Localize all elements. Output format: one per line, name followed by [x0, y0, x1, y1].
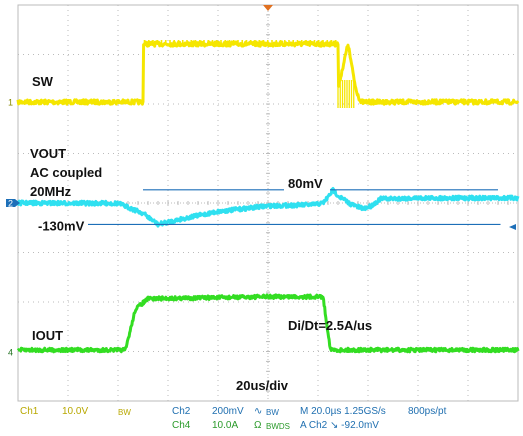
traces	[16, 40, 520, 354]
ch1-scale: 10.0V	[62, 406, 89, 417]
overshoot-annotation: 80mV	[288, 176, 323, 191]
ch2-name: Ch2	[172, 406, 191, 417]
trace-sw	[16, 40, 520, 106]
channel-1-marker-label: 1	[8, 98, 13, 108]
ch1-name: Ch1	[20, 406, 39, 417]
undershoot-annotation: -130mV	[38, 218, 85, 233]
vout-label: VOUT	[30, 146, 66, 161]
trigger-setting: A Ch2 ↘ -92.0mV	[300, 420, 379, 431]
ch2-scale: 200mV	[212, 406, 244, 417]
channel-2-marker-label: 2	[8, 199, 13, 209]
ch4-bandwidth: BWDS	[266, 422, 290, 431]
channel-4-marker-label: 4	[8, 348, 13, 358]
ch2-bandwidth: BW	[266, 408, 279, 417]
sw-label: SW	[32, 74, 54, 89]
horizontal-setting: M 20.0µs 1.25GS/s	[300, 406, 386, 417]
sw-switching-burst	[143, 40, 355, 108]
trigger-position-marker	[263, 5, 273, 11]
ch4-scale: 10.0A	[212, 420, 239, 431]
slew-rate-annotation: Di/Dt=2.5A/us	[288, 318, 372, 333]
vout-coupling-label: AC coupled	[30, 165, 102, 180]
trace-iout	[16, 293, 520, 354]
annotations: SW VOUT AC coupled 20MHz IOUT 80mV -130mV Di/Dt…	[30, 74, 501, 393]
channel-markers: 1 2 4	[6, 5, 516, 358]
ch4-coupling: Ω	[254, 420, 262, 431]
ch4-name: Ch4	[172, 420, 191, 431]
trace-vout	[16, 187, 520, 228]
channel-2-marker[interactable]	[6, 199, 20, 207]
trigger-level-arrow	[509, 224, 516, 230]
timebase-annotation: 20us/div	[236, 378, 289, 393]
ch2-coupling: ∿	[254, 406, 263, 417]
ch1-bandwidth: BW	[118, 408, 131, 417]
graticule	[17, 4, 519, 402]
record-resolution: 800ps/pt	[408, 406, 447, 417]
iout-label: IOUT	[32, 328, 63, 343]
undershoot-label-backing	[36, 217, 88, 233]
overshoot-label-backing	[284, 175, 330, 192]
vout-bandwidth-label: 20MHz	[30, 184, 72, 199]
